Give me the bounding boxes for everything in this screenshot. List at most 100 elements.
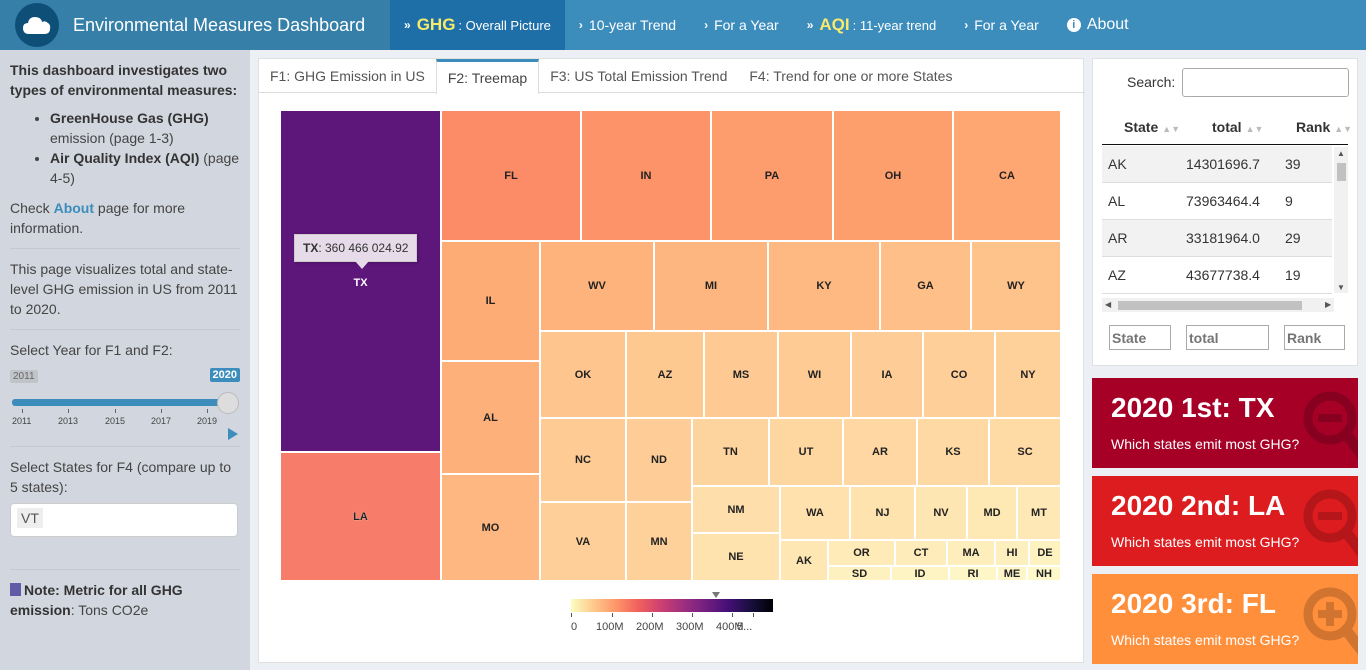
table-row[interactable]: AL 73963464.4 9 [1102, 183, 1332, 220]
filter-state[interactable] [1109, 325, 1171, 350]
treemap-cell-label: MT [1031, 507, 1047, 519]
nav-about[interactable]: i About [1053, 0, 1143, 50]
treemap-cell-ak[interactable]: AK [780, 540, 828, 581]
treemap-cell-al[interactable]: AL [441, 361, 540, 474]
selected-state-chip[interactable]: VT [17, 508, 43, 528]
treemap-cell-ar[interactable]: AR [843, 418, 917, 486]
state-multiselect[interactable]: VT [10, 503, 238, 537]
scroll-thumb[interactable] [1118, 301, 1302, 310]
scroll-left-icon[interactable]: ◀ [1105, 300, 1112, 309]
treemap-cell-md[interactable]: MD [967, 486, 1017, 540]
treemap-cell-mt[interactable]: MT [1017, 486, 1061, 540]
year-slider[interactable]: 2011 2020 2011 2013 2015 2017 2019 [10, 366, 240, 440]
treemap-cell-oh[interactable]: OH [833, 110, 953, 241]
treemap-cell-ny[interactable]: NY [995, 331, 1061, 418]
treemap-cell-ok[interactable]: OK [540, 331, 626, 418]
treemap-cell-nm[interactable]: NM [692, 486, 780, 533]
treemap-cell-fl[interactable]: FL [441, 110, 581, 241]
treemap-cell-nc[interactable]: NC [540, 418, 626, 502]
treemap-cell-wa[interactable]: WA [780, 486, 850, 540]
slider-track[interactable] [12, 399, 228, 406]
treemap-cell-mo[interactable]: MO [441, 474, 540, 581]
nav-aqi-label: AQI [819, 15, 850, 34]
treemap-cell-ut[interactable]: UT [769, 418, 843, 486]
treemap-cell-ma[interactable]: MA [947, 540, 995, 566]
treemap-cell-wv[interactable]: WV [540, 241, 654, 331]
treemap-cell-label: MD [983, 507, 1001, 519]
play-icon[interactable] [228, 428, 238, 440]
treemap-cell-mi[interactable]: MI [654, 241, 768, 331]
valuebox-subtitle: Which states emit most GHG? [1111, 534, 1300, 550]
treemap-cell-ms[interactable]: MS [704, 331, 778, 418]
treemap-cell-id[interactable]: ID [891, 566, 949, 581]
treemap[interactable]: TX LA FL IN PA OH CA IL AL MO WV MI KY GA WY OK AZ MS WI IA… [280, 110, 1061, 581]
treemap-cell-me[interactable]: ME [997, 566, 1027, 581]
treemap-cell-mn[interactable]: MN [626, 502, 692, 581]
treemap-cell-ky[interactable]: KY [768, 241, 880, 331]
search-input[interactable] [1182, 68, 1349, 97]
tab-f4[interactable]: F4: Trend for one or more States [749, 68, 953, 84]
treemap-cell-sc[interactable]: SC [989, 418, 1061, 486]
treemap-cell-de[interactable]: DE [1029, 540, 1061, 566]
treemap-cell-nh[interactable]: NH [1027, 566, 1061, 581]
treemap-cell-tx[interactable]: TX [280, 110, 441, 452]
table-row[interactable]: AR 33181964.0 29 [1102, 220, 1332, 257]
slider-tick [115, 409, 116, 413]
treemap-cell-nv[interactable]: NV [915, 486, 967, 540]
treemap-cell-va[interactable]: VA [540, 502, 626, 581]
treemap-cell-nj[interactable]: NJ [850, 486, 915, 540]
treemap-cell-label: ME [1003, 567, 1021, 580]
treemap-cell-sd[interactable]: SD [828, 566, 891, 581]
treemap-cell-ct[interactable]: CT [895, 540, 947, 566]
treemap-cell-label: OK [574, 368, 592, 381]
treemap-cell-wi[interactable]: WI [778, 331, 851, 418]
treemap-cell-ga[interactable]: GA [880, 241, 971, 331]
colorbar-tick [732, 613, 733, 617]
horizontal-scrollbar[interactable]: ◀ ▶ [1102, 298, 1334, 312]
col-header-rank[interactable]: Rank ▲▼ [1296, 119, 1353, 135]
tab-f2[interactable]: F2: Treemap [435, 59, 540, 94]
treemap-cell-ks[interactable]: KS [917, 418, 989, 486]
scroll-down-icon[interactable]: ▼ [1337, 283, 1345, 292]
nav-ghg-overall[interactable]: » GHG : Overall Picture [390, 0, 565, 50]
filter-total[interactable] [1186, 325, 1269, 350]
treemap-cell-il[interactable]: IL [441, 241, 540, 361]
col-header-state[interactable]: State ▲▼ [1124, 119, 1181, 135]
slider-handle[interactable] [217, 392, 239, 414]
app-title: Environmental Measures Dashboard [73, 14, 366, 35]
scroll-up-icon[interactable]: ▲ [1337, 149, 1345, 158]
book-icon [10, 583, 21, 596]
treemap-cell-or[interactable]: OR [828, 540, 895, 566]
table-row[interactable]: AK 14301696.7 39 [1102, 146, 1332, 183]
tab-f1[interactable]: F1: GHG Emission in US [270, 68, 425, 84]
filter-rank[interactable] [1284, 325, 1345, 350]
treemap-cell-tn[interactable]: TN [692, 418, 769, 486]
nav-aqi-year-label: For a Year [974, 17, 1039, 33]
scroll-thumb[interactable] [1337, 163, 1346, 181]
table-row[interactable]: AZ 43677738.4 19 [1102, 257, 1332, 294]
treemap-cell-nd[interactable]: ND [626, 418, 692, 502]
treemap-cell-ca[interactable]: CA [953, 110, 1061, 241]
about-link[interactable]: About [53, 200, 95, 216]
nav-aqi-trend[interactable]: » AQI : 11-year trend [793, 0, 951, 50]
treemap-cell-ri[interactable]: RI [949, 566, 997, 581]
treemap-cell-pa[interactable]: PA [711, 110, 833, 241]
treemap-cell-wy[interactable]: WY [971, 241, 1061, 331]
treemap-cell-hi[interactable]: HI [995, 540, 1029, 566]
valuebox-first: 2020 1st: TX Which states emit most GHG? [1092, 378, 1358, 468]
nav-10-year-trend[interactable]: › 10-year Trend [565, 0, 690, 50]
tab-f3[interactable]: F3: US Total Emission Trend [550, 68, 728, 84]
nav-ghg-for-a-year[interactable]: › For a Year [690, 0, 793, 50]
treemap-cell-la[interactable]: LA [280, 452, 441, 581]
vertical-scrollbar[interactable]: ▲ ▼ [1334, 147, 1348, 293]
treemap-cell-in[interactable]: IN [581, 110, 711, 241]
divider [10, 248, 240, 249]
nav-aqi-for-a-year[interactable]: › For a Year [950, 0, 1053, 50]
treemap-cell-ne[interactable]: NE [692, 533, 780, 581]
logo-area[interactable]: Environmental Measures Dashboard [0, 0, 390, 50]
scroll-right-icon[interactable]: ▶ [1325, 300, 1332, 309]
treemap-cell-co[interactable]: CO [923, 331, 995, 418]
treemap-cell-ia[interactable]: IA [851, 331, 923, 418]
treemap-cell-az[interactable]: AZ [626, 331, 704, 418]
col-header-total[interactable]: total ▲▼ [1212, 119, 1264, 135]
